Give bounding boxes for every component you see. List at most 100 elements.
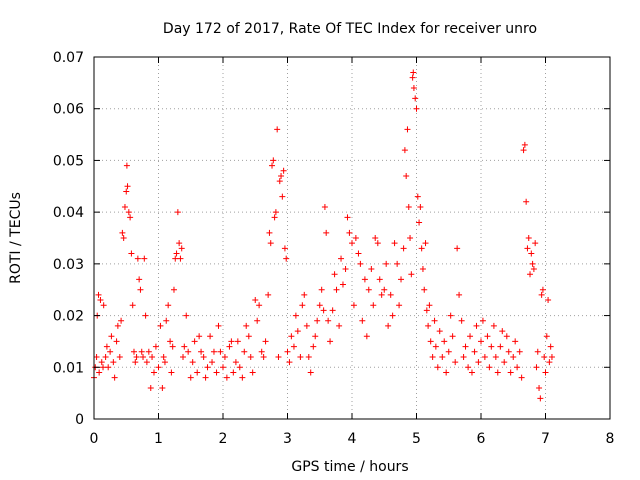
data-point bbox=[150, 369, 157, 376]
data-points bbox=[91, 69, 555, 402]
data-point bbox=[350, 302, 357, 309]
data-point bbox=[543, 333, 550, 340]
data-point bbox=[529, 260, 536, 267]
data-point bbox=[236, 364, 243, 371]
data-point bbox=[196, 333, 203, 340]
data-point bbox=[198, 348, 205, 355]
data-point bbox=[359, 317, 366, 324]
data-point bbox=[157, 322, 164, 329]
chart-title: Day 172 of 2017, Rate Of TEC Index for r… bbox=[163, 21, 537, 37]
y-tick-label: 0.01 bbox=[53, 360, 84, 376]
y-tick-label: 0.05 bbox=[53, 153, 84, 169]
data-point bbox=[449, 333, 456, 340]
data-point bbox=[174, 209, 181, 216]
data-point bbox=[183, 312, 190, 319]
data-point bbox=[416, 219, 423, 226]
data-point bbox=[443, 369, 450, 376]
data-point bbox=[270, 157, 277, 164]
data-point bbox=[533, 364, 540, 371]
data-point bbox=[333, 286, 340, 293]
data-point bbox=[546, 359, 553, 366]
data-point bbox=[528, 250, 535, 257]
data-point bbox=[396, 302, 403, 309]
data-point bbox=[407, 235, 414, 241]
data-point bbox=[165, 302, 172, 309]
data-point bbox=[387, 291, 394, 298]
data-point bbox=[454, 245, 461, 252]
data-point bbox=[321, 203, 328, 210]
data-point bbox=[342, 266, 349, 273]
data-point bbox=[136, 276, 143, 283]
data-point bbox=[419, 266, 426, 273]
data-point bbox=[431, 317, 438, 324]
data-point bbox=[223, 374, 230, 381]
data-point bbox=[278, 172, 285, 179]
data-point bbox=[141, 255, 148, 262]
data-point bbox=[118, 317, 125, 324]
data-point bbox=[527, 271, 534, 278]
data-point bbox=[490, 322, 497, 329]
data-point bbox=[338, 255, 345, 262]
data-point bbox=[191, 338, 198, 345]
data-point bbox=[178, 245, 185, 252]
data-point bbox=[327, 338, 334, 345]
data-point bbox=[207, 333, 214, 340]
data-point bbox=[473, 322, 480, 329]
data-point bbox=[114, 322, 121, 329]
x-tick-label: 7 bbox=[541, 431, 550, 447]
data-point bbox=[128, 250, 135, 257]
data-point bbox=[163, 317, 170, 324]
data-point bbox=[210, 348, 217, 355]
data-point bbox=[245, 333, 252, 340]
data-point bbox=[503, 333, 510, 340]
data-point bbox=[398, 276, 405, 283]
data-point bbox=[143, 359, 150, 366]
data-point bbox=[271, 214, 278, 221]
data-point bbox=[301, 291, 308, 298]
data-point bbox=[505, 348, 512, 355]
data-point bbox=[113, 338, 120, 345]
data-point bbox=[497, 343, 504, 350]
data-point bbox=[408, 271, 415, 278]
data-point bbox=[215, 322, 222, 329]
data-point bbox=[548, 353, 555, 360]
data-point bbox=[374, 240, 381, 247]
data-point bbox=[272, 209, 279, 216]
data-point bbox=[239, 374, 246, 381]
x-tick-label: 5 bbox=[412, 431, 421, 447]
data-point bbox=[499, 328, 506, 335]
data-point bbox=[439, 353, 446, 360]
data-point bbox=[405, 203, 412, 210]
data-point bbox=[267, 240, 274, 247]
data-point bbox=[425, 322, 432, 329]
data-point bbox=[462, 343, 469, 350]
data-point bbox=[478, 338, 484, 345]
data-point bbox=[111, 374, 118, 381]
data-point bbox=[429, 353, 436, 360]
data-point bbox=[412, 95, 419, 102]
data-point bbox=[383, 260, 390, 267]
data-point bbox=[492, 353, 499, 360]
data-point bbox=[247, 353, 254, 360]
data-point bbox=[137, 286, 144, 293]
data-point bbox=[220, 364, 226, 371]
y-tick-label: 0.06 bbox=[53, 102, 84, 118]
data-point bbox=[524, 245, 531, 252]
x-tick-label: 4 bbox=[348, 431, 357, 447]
data-point bbox=[129, 302, 136, 309]
data-point bbox=[303, 322, 310, 329]
data-point bbox=[534, 348, 541, 355]
data-point bbox=[361, 276, 368, 283]
data-point bbox=[434, 364, 441, 371]
data-point bbox=[121, 203, 128, 210]
data-point bbox=[103, 343, 110, 350]
data-point bbox=[160, 353, 167, 360]
data-point bbox=[230, 369, 237, 376]
y-axis-label: ROTI / TECUs bbox=[8, 192, 24, 284]
data-point bbox=[286, 359, 293, 366]
data-point bbox=[481, 353, 488, 360]
data-point bbox=[536, 384, 543, 391]
y-tick-label: 0.03 bbox=[53, 257, 84, 273]
data-point bbox=[385, 322, 392, 329]
